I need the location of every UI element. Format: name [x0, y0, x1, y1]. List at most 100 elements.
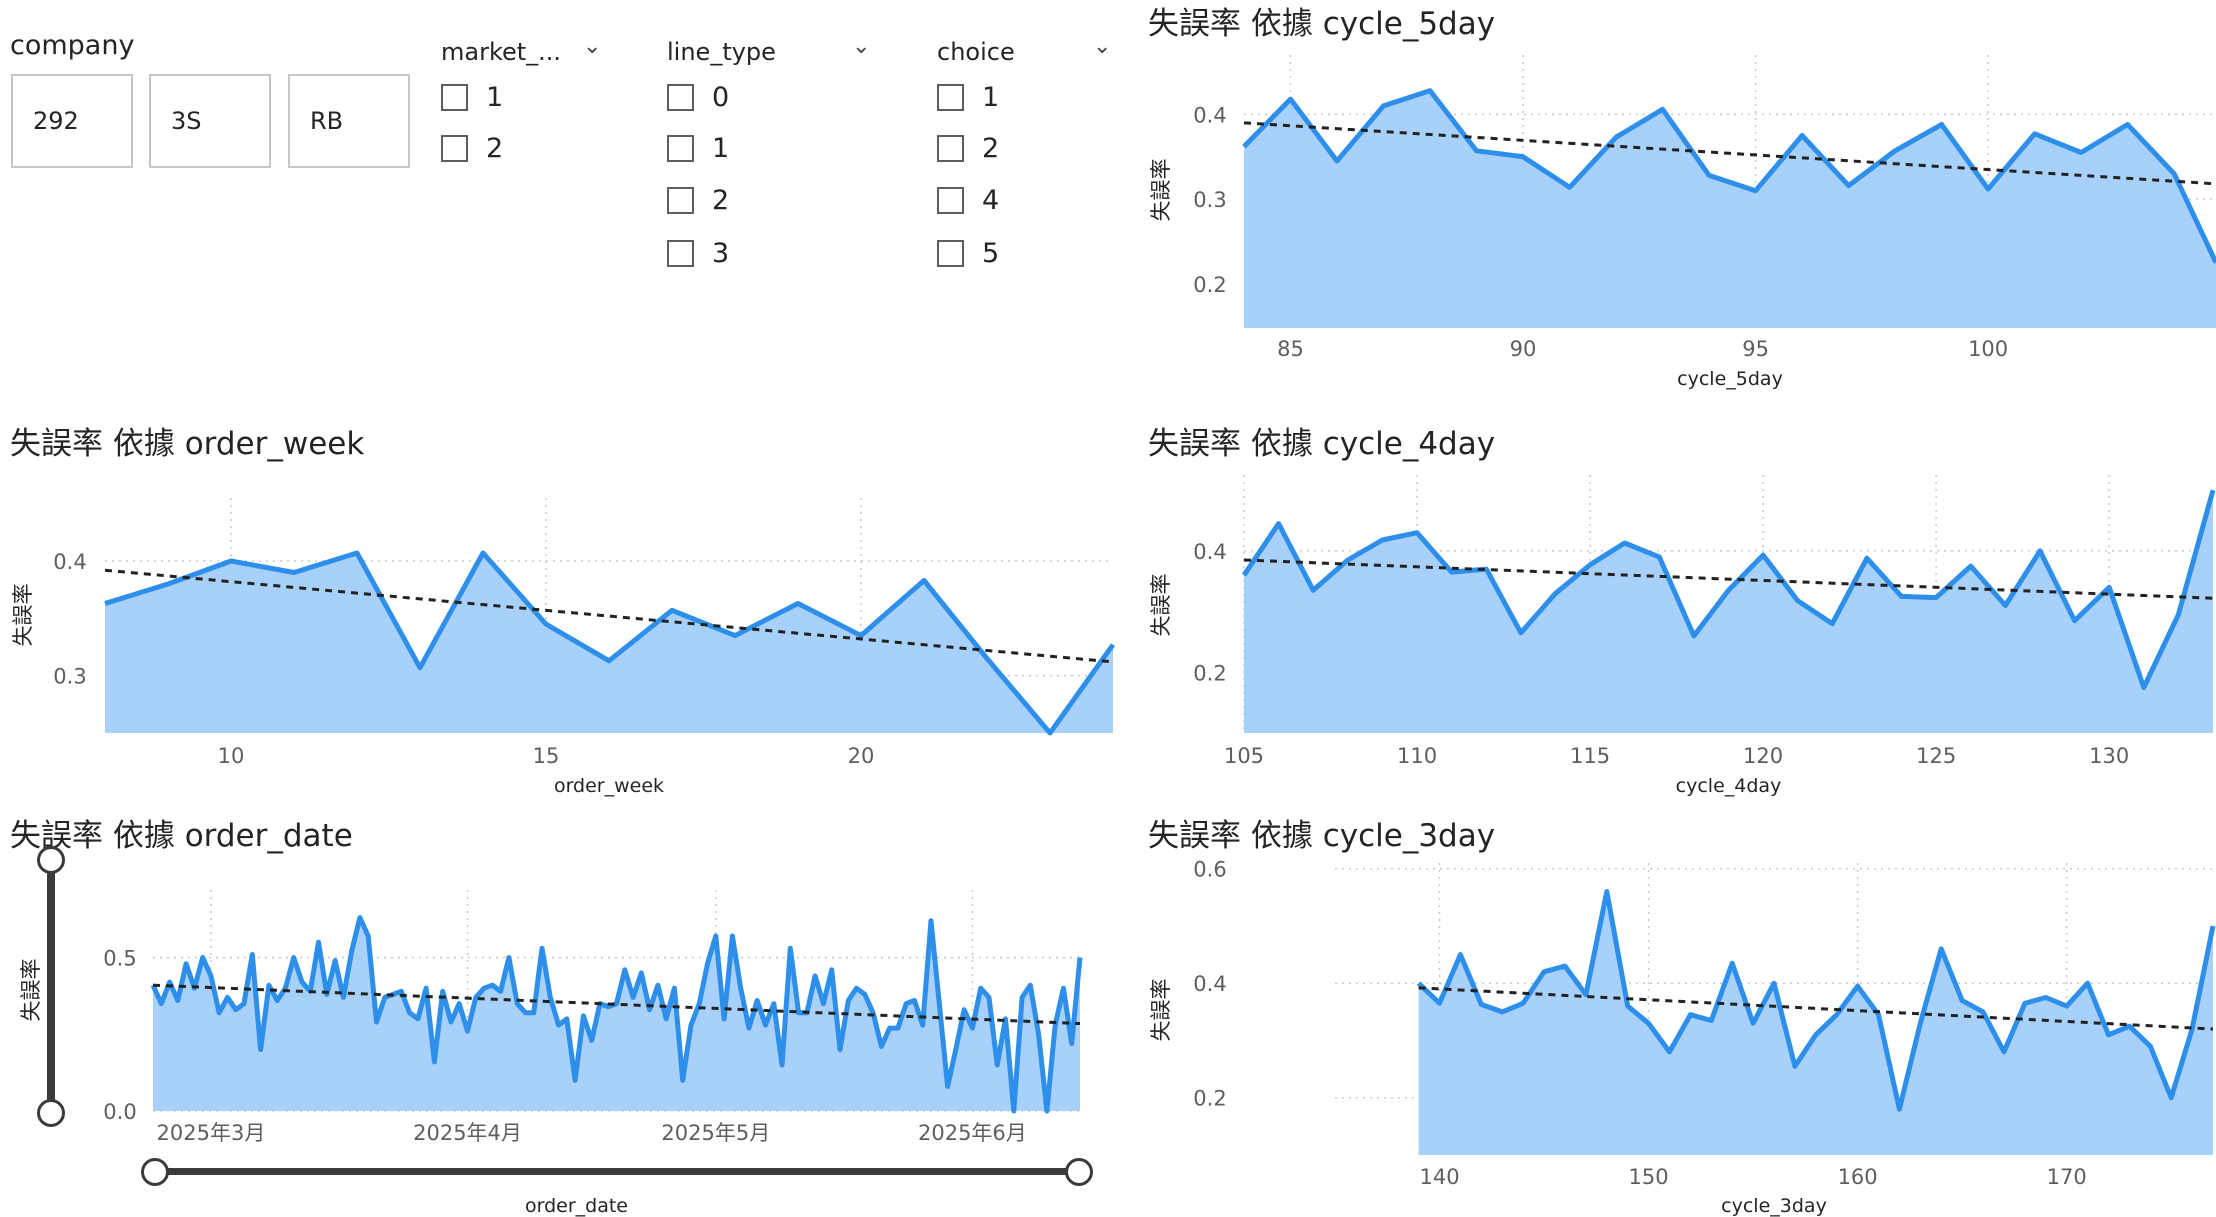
company-slicer-title: company	[10, 30, 135, 61]
line-type-option-1[interactable]: 1	[667, 133, 729, 164]
series-line	[1416, 889, 2216, 1112]
x-tick-label: 110	[1397, 744, 1437, 768]
market-option-2[interactable]: 2	[441, 133, 503, 164]
checkbox-icon[interactable]	[441, 84, 468, 111]
option-label: 2	[712, 185, 730, 216]
x-tick-label: 160	[1838, 1165, 1878, 1189]
y-tick-label: 0.6	[1193, 858, 1226, 882]
y-axis-title: 失誤率	[11, 584, 35, 647]
y-axis-title: 失誤率	[1149, 979, 1173, 1042]
trend-line	[1418, 986, 2214, 1031]
x-range-handle-right[interactable]	[1065, 1158, 1093, 1186]
choice-chevron-down-icon[interactable]: ⌄	[1093, 34, 1112, 59]
series-area	[105, 553, 1113, 733]
x-axis-title: cycle_4day	[1676, 775, 1782, 797]
x-tick-label: 100	[1968, 337, 2008, 361]
y-tick-label: 0.2	[1193, 273, 1226, 297]
y-tick-label: 0.4	[1193, 540, 1226, 564]
x-axis-title: cycle_5day	[1677, 368, 1783, 390]
x-tick-label: 10	[218, 744, 245, 768]
x-tick-label: 2025年4月	[413, 1121, 522, 1145]
checkbox-icon[interactable]	[667, 187, 694, 214]
line-type-option-0[interactable]: 0	[667, 82, 729, 113]
option-label: 1	[982, 82, 1000, 113]
option-label: 2	[982, 133, 1000, 164]
market-slicer-title: market_...	[441, 38, 562, 66]
x-tick-label: 150	[1629, 1165, 1669, 1189]
choice-option-2[interactable]: 2	[937, 133, 999, 164]
trend-line	[104, 568, 1114, 664]
series-area	[1244, 90, 2216, 328]
x-tick-label: 2025年5月	[661, 1121, 770, 1145]
y-range-handle-top[interactable]	[37, 846, 65, 874]
x-tick-label: 2025年6月	[918, 1121, 1027, 1145]
market-chevron-down-icon[interactable]: ⌄	[583, 34, 602, 59]
x-tick-label: 115	[1570, 744, 1610, 768]
option-label: 0	[712, 82, 730, 113]
x-tick-label: 2025年3月	[157, 1121, 266, 1145]
y-tick-label: 0.4	[1193, 972, 1226, 996]
chart-title-order-week: 失誤率 依據 order_week	[10, 426, 365, 462]
choice-option-1[interactable]: 1	[937, 82, 999, 113]
y-tick-label: 0.3	[1193, 188, 1226, 212]
x-tick-label: 140	[1419, 1165, 1459, 1189]
option-label: 3	[712, 238, 730, 269]
y-tick-label: 0.5	[103, 947, 136, 971]
y-tick-label: 0.2	[1193, 1087, 1226, 1111]
series-line	[104, 550, 1116, 736]
checkbox-icon[interactable]	[667, 135, 694, 162]
chart-title-order-date: 失誤率 依據 order_date	[10, 818, 353, 854]
checkbox-icon[interactable]	[937, 187, 964, 214]
x-tick-label: 120	[1743, 744, 1783, 768]
y-tick-label: 0.2	[1193, 661, 1226, 685]
x-range-handle-left[interactable]	[141, 1158, 169, 1186]
checkbox-icon[interactable]	[937, 240, 964, 267]
option-label: 5	[982, 238, 1000, 269]
choice-option-4[interactable]: 4	[937, 185, 999, 216]
market-option-1[interactable]: 1	[441, 82, 503, 113]
chart-title-cycle-3day: 失誤率 依據 cycle_3day	[1148, 818, 1496, 854]
company-tile-3s[interactable]: 3S	[149, 74, 271, 168]
x-tick-label: 105	[1224, 744, 1264, 768]
series-area	[1244, 490, 2213, 733]
checkbox-icon[interactable]	[937, 84, 964, 111]
y-range-handle-bottom[interactable]	[37, 1099, 65, 1127]
x-tick-label: 90	[1510, 337, 1537, 361]
y-axis-title: 失誤率	[1149, 574, 1173, 637]
x-tick-label: 125	[1916, 744, 1956, 768]
series-line	[1242, 88, 2216, 264]
x-tick-label: 85	[1277, 337, 1304, 361]
company-tile-292[interactable]: 292	[11, 74, 133, 168]
trend-line	[1243, 558, 2214, 600]
checkbox-icon[interactable]	[667, 240, 694, 267]
line-type-option-3[interactable]: 3	[667, 238, 729, 269]
checkbox-icon[interactable]	[937, 135, 964, 162]
y-range-slider[interactable]	[47, 858, 55, 1114]
x-tick-label: 15	[533, 744, 560, 768]
trend-line	[1243, 121, 2216, 186]
x-axis-title: order_week	[554, 775, 664, 797]
x-axis-title: cycle_3day	[1721, 1195, 1827, 1217]
choice-slicer-title: choice	[937, 38, 1015, 66]
x-tick-label: 20	[848, 744, 875, 768]
trend-line	[152, 983, 1081, 1026]
x-tick-label: 130	[2089, 744, 2129, 768]
x-tick-label: 95	[1742, 337, 1769, 361]
company-tile-rb[interactable]: RB	[288, 74, 410, 168]
x-range-slider[interactable]	[154, 1168, 1078, 1175]
checkbox-icon[interactable]	[667, 84, 694, 111]
y-tick-label: 0.0	[103, 1100, 136, 1124]
line-type-chevron-down-icon[interactable]: ⌄	[852, 34, 871, 59]
y-axis-title: 失誤率	[19, 959, 43, 1022]
checkbox-icon[interactable]	[441, 135, 468, 162]
series-area	[1418, 891, 2213, 1155]
choice-option-5[interactable]: 5	[937, 238, 999, 269]
option-label: 4	[982, 185, 1000, 216]
series-line	[1241, 489, 2216, 690]
option-label: 2	[486, 133, 504, 164]
x-tick-label: 170	[2047, 1165, 2087, 1189]
series-area	[153, 917, 1080, 1111]
line-type-option-2[interactable]: 2	[667, 185, 729, 216]
x-axis-title: order_date	[525, 1195, 628, 1217]
